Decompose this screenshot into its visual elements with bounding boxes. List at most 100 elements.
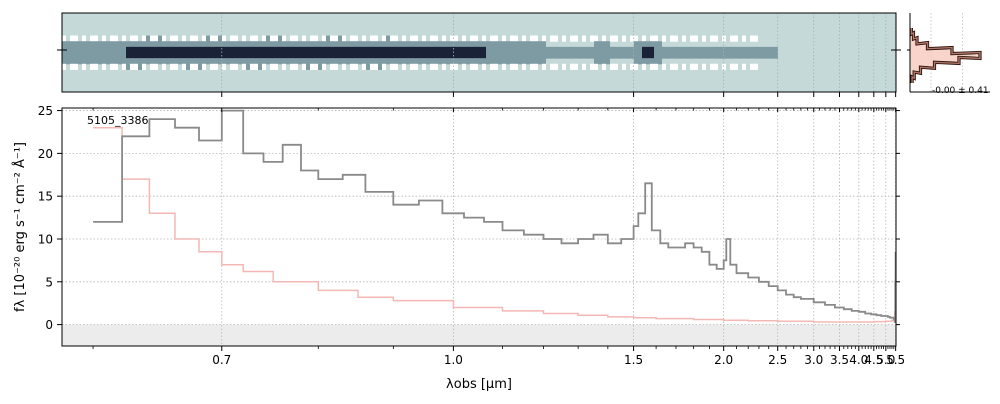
heat-cell [390, 46, 394, 53]
heat-cell [502, 58, 506, 65]
heat-cell [526, 58, 530, 65]
heat-cell [702, 52, 706, 59]
heat-cell [182, 35, 186, 42]
heat-cell [298, 46, 302, 53]
heat-cell [494, 41, 498, 48]
heat-cell [666, 52, 670, 59]
heat-cell [698, 52, 702, 59]
heat-cell [654, 46, 658, 53]
heat-cell [658, 52, 662, 59]
heat-cell [198, 63, 202, 70]
heat-cell [758, 46, 762, 53]
heat-cell [650, 41, 654, 48]
heat-cell [326, 58, 330, 65]
heat-cell [682, 63, 686, 70]
heat-cell [114, 52, 118, 59]
heat-cell [218, 46, 222, 53]
heat-cell [490, 41, 494, 48]
heat-cell [98, 46, 102, 53]
heat-cell [450, 52, 454, 59]
heat-cell [410, 52, 414, 59]
heat-cell [598, 46, 602, 53]
heat-cell [626, 46, 630, 53]
heat-cell [746, 52, 750, 59]
heat-cell [130, 35, 134, 42]
heat-cell [282, 41, 286, 48]
heat-cell [206, 52, 210, 59]
heat-cell [254, 52, 258, 59]
heat-cell [678, 52, 682, 59]
heat-cell [434, 35, 438, 42]
heat-cell [86, 58, 90, 65]
heat-cell [642, 35, 646, 42]
heat-cell [606, 46, 610, 53]
heat-cell [146, 46, 150, 53]
heat-cell [410, 58, 414, 65]
heat-cell [98, 41, 102, 48]
heat-cell [158, 41, 162, 48]
y-tick-label: 15 [38, 190, 53, 204]
heat-cell [678, 46, 682, 53]
heat-cell [614, 46, 618, 53]
heat-cell [410, 63, 414, 70]
heat-cell [218, 58, 222, 65]
heat-cell [74, 35, 78, 42]
heat-cell [770, 52, 774, 59]
heat-cell [182, 46, 186, 53]
heat-cell [138, 41, 142, 48]
heat-cell [350, 46, 354, 53]
heat-cell [398, 58, 402, 65]
heat-cell [98, 52, 102, 59]
heat-cell [402, 35, 406, 42]
heat-cell [758, 52, 762, 59]
heat-cell [366, 58, 370, 65]
heat-cell [338, 58, 342, 65]
heat-cell [686, 46, 690, 53]
heat-cell [614, 52, 618, 59]
heat-cell [110, 58, 114, 65]
heat-cell [266, 46, 270, 53]
heat-cell [642, 52, 646, 59]
heat-cell [150, 52, 154, 59]
heat-cell [650, 46, 654, 53]
heat-cell [114, 58, 118, 65]
heat-cell [562, 52, 566, 59]
heat-cell [674, 46, 678, 53]
heat-cell [142, 41, 146, 48]
heat-cell [202, 63, 206, 70]
heat-cell [542, 63, 546, 70]
spectrum-2d-ticks [57, 49, 901, 97]
heat-cell [154, 46, 158, 53]
heat-cell [178, 58, 182, 65]
heat-cell [670, 35, 674, 42]
x-tick-label: 2.0 [714, 353, 733, 367]
heat-cell [314, 35, 318, 42]
heat-cell [174, 58, 178, 65]
heat-cell [170, 63, 174, 70]
heat-cell [414, 41, 418, 48]
heat-cell [198, 52, 202, 59]
heat-cell [382, 52, 386, 59]
heat-cell [494, 46, 498, 53]
heat-cell [570, 46, 574, 53]
heat-cell [518, 58, 522, 65]
heat-cell [582, 35, 586, 42]
heat-cell [378, 63, 382, 70]
heat-cell [378, 41, 382, 48]
heat-cell [454, 46, 458, 53]
x-tick-label: 5.5 [886, 353, 905, 367]
heat-cell [438, 46, 442, 53]
heat-cell [194, 63, 198, 70]
heat-cell [722, 46, 726, 53]
profile-line-inner [910, 28, 981, 83]
heat-cell [138, 63, 142, 70]
x-axis: 0.7 1.0 1.5 2.0 2.5 3.0 3.5 4.04.55.05.5 [92, 108, 905, 367]
heat-cell [338, 35, 342, 42]
heat-cell [342, 63, 346, 70]
heat-cell [74, 58, 78, 65]
heat-cell [530, 63, 534, 70]
heat-cell [682, 35, 686, 42]
heat-cell [190, 35, 194, 42]
heat-cell [218, 35, 222, 42]
heat-cell [674, 63, 678, 70]
